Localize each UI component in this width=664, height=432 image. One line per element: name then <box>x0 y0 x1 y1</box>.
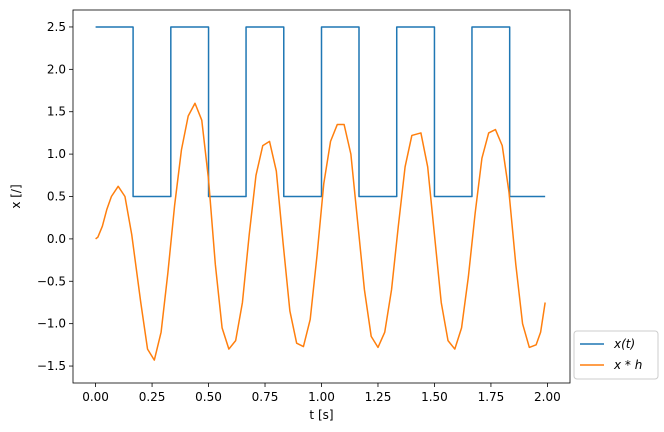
x-tick-label: 0.50 <box>195 390 222 404</box>
x-tick-label: 1.00 <box>308 390 335 404</box>
legend-label-x-t: x(t) <box>613 337 635 351</box>
y-axis-ticks: −1.5 −1.0 −0.5 0.0 0.5 1.0 1.5 2.0 2.5 <box>37 20 73 373</box>
x-tick-label: 2.00 <box>534 390 561 404</box>
x-tick-label: 0.75 <box>252 390 279 404</box>
series-line-x-t <box>95 26 546 198</box>
y-axis-label: x [/] <box>9 184 23 208</box>
y-tick-label: −0.5 <box>37 274 66 288</box>
plot-lines <box>95 26 546 361</box>
x-axis-ticks: 0.00 0.25 0.50 0.75 1.00 1.25 1.50 1.75 2.00 <box>82 383 561 404</box>
legend-label-x-conv-h: x * h <box>613 358 642 372</box>
legend-box <box>573 330 659 380</box>
series-line-x-conv-h <box>95 102 546 361</box>
x-tick-label: 0.00 <box>82 390 109 404</box>
y-tick-label: −1.0 <box>37 317 66 331</box>
y-tick-label: −1.5 <box>37 359 66 373</box>
y-tick-label: 2.5 <box>47 20 66 34</box>
x-tick-label: 0.25 <box>139 390 166 404</box>
legend: x(t) x * h <box>573 330 659 380</box>
y-tick-label: 2.0 <box>47 62 66 76</box>
x-tick-label: 1.75 <box>478 390 505 404</box>
x-axis-label: t [s] <box>309 408 333 422</box>
y-tick-label: 0.5 <box>47 190 66 204</box>
y-tick-label: 0.0 <box>47 232 66 246</box>
y-tick-label: 1.5 <box>47 105 66 119</box>
x-tick-label: 1.25 <box>365 390 392 404</box>
y-tick-label: 1.0 <box>47 147 66 161</box>
x-tick-label: 1.50 <box>421 390 448 404</box>
